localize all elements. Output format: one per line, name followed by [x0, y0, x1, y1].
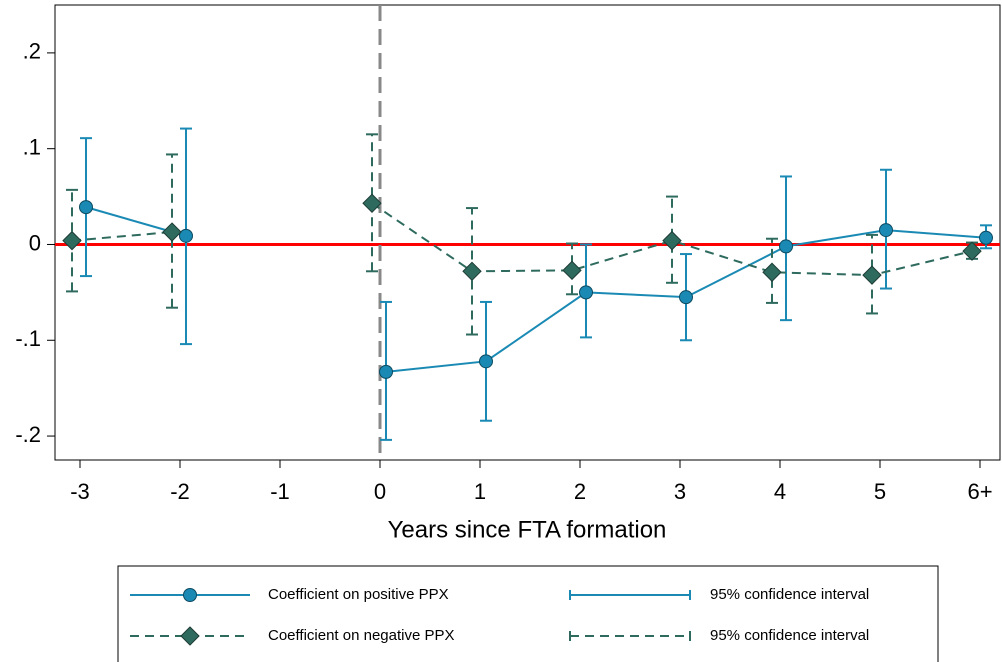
x-tick-label: 0: [374, 479, 386, 504]
legend-marker: [180, 626, 200, 646]
point: [979, 230, 993, 245]
x-tick-label: 2: [574, 479, 586, 504]
point: [379, 364, 393, 379]
y-tick-label: .2: [23, 39, 41, 64]
point: [62, 230, 82, 251]
point: [679, 290, 693, 305]
x-tick-label: -1: [270, 479, 290, 504]
point: [762, 262, 782, 282]
point: [562, 260, 582, 281]
point: [579, 285, 593, 300]
point: [162, 222, 182, 242]
y-tick-label: 0: [29, 230, 41, 255]
x-tick-label: 5: [874, 479, 886, 504]
y-tick-label: -.2: [15, 422, 41, 447]
legend-label: Coefficient on positive PPX: [268, 586, 449, 603]
x-tick-label: 3: [674, 479, 686, 504]
x-tick-label: 1: [474, 479, 486, 504]
legend-marker: [183, 588, 197, 602]
point: [662, 230, 682, 251]
point: [779, 239, 793, 254]
legend-box: [117, 565, 939, 662]
point: [962, 241, 982, 261]
point: [462, 261, 482, 282]
legend-label: 95% confidence interval: [710, 586, 869, 603]
x-axis-title: Years since FTA formation: [388, 516, 667, 543]
y-tick-label: -.1: [15, 326, 41, 351]
point: [362, 193, 382, 213]
point: [479, 354, 493, 369]
x-tick-label: -3: [70, 479, 90, 504]
y-tick-label: .1: [23, 134, 41, 159]
x-tick-label: 4: [774, 479, 786, 504]
point: [862, 265, 882, 285]
point: [179, 228, 193, 243]
x-tick-label: -2: [170, 479, 190, 504]
legend-label: 95% confidence interval: [710, 627, 869, 644]
point: [79, 200, 93, 215]
point: [879, 223, 893, 238]
legend-label: Coefficient on negative PPX: [268, 627, 455, 644]
x-tick-label: 6+: [967, 479, 992, 504]
plot-frame: [54, 4, 1001, 461]
